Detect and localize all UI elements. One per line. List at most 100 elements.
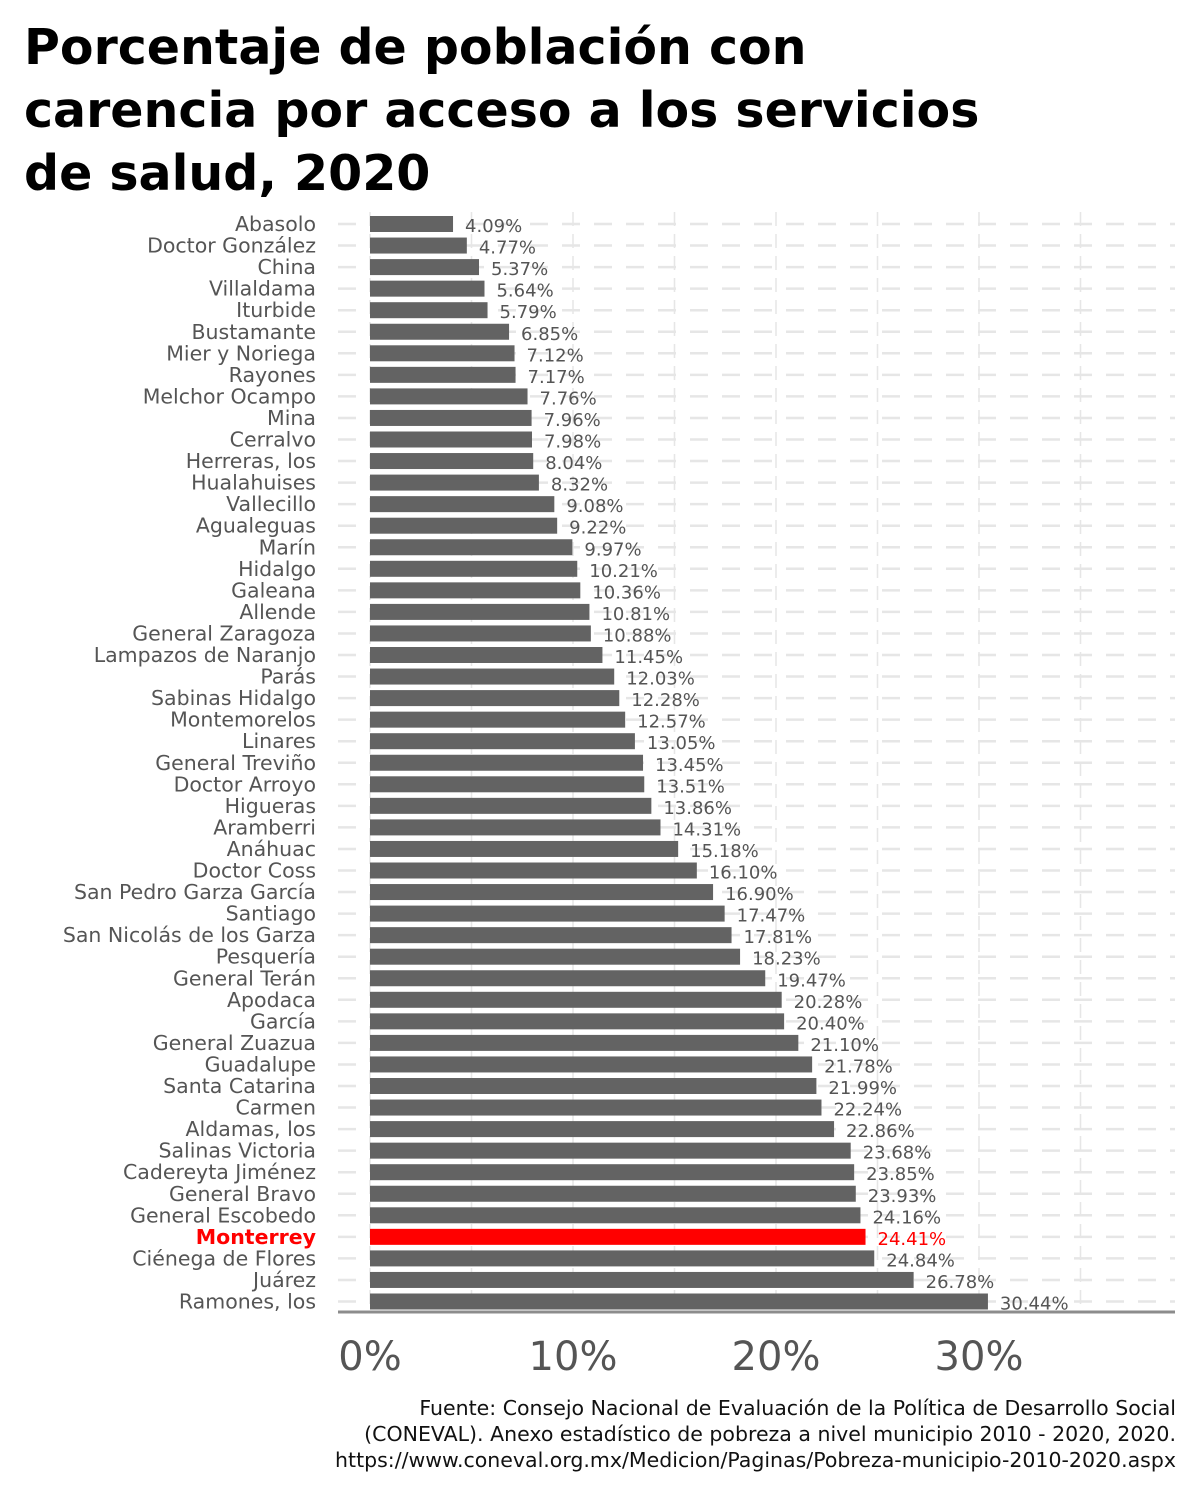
category-label: San Nicolás de los Garza (63, 923, 316, 947)
category-label: Cerralvo (230, 428, 316, 452)
category-label: Lampazos de Naranjo (94, 643, 316, 667)
bar (370, 1142, 851, 1159)
bar-highlight (370, 1228, 866, 1245)
bar (370, 625, 591, 642)
category-label: General Zuazua (153, 1031, 316, 1055)
category-label: Linares (242, 729, 316, 753)
bar (370, 388, 528, 405)
value-label: 10.88% (603, 625, 672, 646)
category-label: Allende (239, 600, 316, 624)
bar (370, 668, 615, 685)
category-label: San Pedro Garza García (74, 880, 316, 904)
value-label: 11.45% (614, 647, 683, 668)
bar (370, 991, 782, 1008)
category-label: Aldamas, los (186, 1117, 316, 1141)
value-label: 9.22% (569, 518, 626, 539)
category-label: Villaldama (209, 277, 316, 301)
bar (370, 1013, 785, 1030)
value-label: 24.16% (872, 1207, 941, 1228)
category-label: Galeana (231, 578, 316, 602)
x-tick-label: 10% (529, 1334, 618, 1380)
value-label: 23.93% (868, 1186, 937, 1207)
bar (370, 409, 532, 426)
category-label: Doctor Arroyo (174, 772, 316, 796)
bar (370, 345, 515, 362)
value-label: 19.47% (777, 970, 846, 991)
bar (370, 603, 590, 620)
bar (370, 1056, 813, 1073)
bar (370, 884, 714, 901)
value-label: 18.23% (752, 949, 821, 970)
category-label: Ciénega de Flores (132, 1246, 316, 1270)
value-label: 10.36% (592, 582, 661, 603)
value-label: 26.78% (926, 1272, 995, 1293)
category-label: Salinas Victoria (158, 1139, 316, 1163)
value-label: 7.76% (540, 388, 597, 409)
category-label: Cadereyta Jiménez (123, 1160, 316, 1184)
category-label: Higueras (225, 794, 316, 818)
bar (370, 1099, 822, 1116)
value-label: 4.09% (465, 216, 522, 237)
chart-title-line-1: Porcentaje de población con (24, 19, 807, 76)
bar (370, 1078, 817, 1094)
bar (370, 948, 741, 965)
value-label: 13.05% (647, 733, 716, 754)
bar (370, 1034, 799, 1051)
category-label: Anáhuac (227, 837, 316, 861)
bar (370, 840, 679, 857)
value-label: 5.37% (491, 259, 548, 280)
source-line-1: Fuente: Consejo Nacional de Evaluación d… (419, 1396, 1176, 1420)
value-label: 7.96% (544, 410, 601, 431)
category-label: Sabinas Hidalgo (151, 686, 316, 710)
value-label: 17.81% (744, 927, 813, 948)
category-label: Agualeguas (196, 514, 316, 538)
category-label: Parás (260, 665, 316, 689)
bar (370, 1207, 861, 1224)
chart-title-line-2: carencia por acceso a los servicios (24, 82, 980, 139)
bar (370, 754, 644, 771)
category-label: Apodaca (227, 988, 316, 1012)
value-label: 4.77% (479, 238, 536, 259)
bar (370, 474, 539, 491)
category-label: Bustamante (191, 320, 316, 344)
bar (370, 366, 516, 383)
bar (370, 582, 581, 599)
category-label: Hualahuises (191, 471, 316, 495)
bar (370, 323, 510, 340)
bar (370, 280, 485, 297)
bar (370, 819, 661, 836)
value-label: 15.18% (690, 841, 759, 862)
value-label: 23.85% (866, 1164, 935, 1185)
bar (370, 259, 480, 276)
category-label: Rayones (229, 363, 316, 387)
value-label: 12.03% (626, 669, 695, 690)
value-label: 13.51% (656, 776, 725, 797)
value-label: 24.84% (886, 1250, 955, 1271)
category-label: Juárez (251, 1268, 316, 1292)
category-label: Montemorelos (170, 708, 316, 732)
value-label: 9.08% (566, 496, 623, 517)
category-label: General Terán (173, 966, 316, 990)
bar (370, 1185, 856, 1202)
bar (370, 517, 558, 534)
category-label: Aramberri (213, 815, 316, 839)
value-label: 23.68% (863, 1143, 932, 1164)
value-label: 16.90% (725, 884, 794, 905)
category-label: Herreras, los (186, 449, 316, 473)
bar (370, 1271, 914, 1288)
bar (370, 647, 603, 663)
bar (370, 1121, 835, 1138)
bar (370, 776, 645, 793)
category-label: Doctor Coss (193, 859, 316, 883)
source-note: Fuente: Consejo Nacional de Evaluación d… (26, 1395, 1176, 1473)
bar (370, 302, 488, 319)
bar (370, 1164, 855, 1181)
category-label: Abasolo (235, 212, 316, 236)
category-label: Hidalgo (238, 557, 316, 581)
value-label: 30.44% (1000, 1294, 1069, 1315)
value-label: 22.86% (846, 1121, 915, 1142)
bar (370, 1293, 988, 1310)
x-tick-label: 0% (338, 1334, 401, 1380)
value-label: 5.79% (500, 302, 557, 323)
x-tick-label: 20% (732, 1334, 821, 1380)
